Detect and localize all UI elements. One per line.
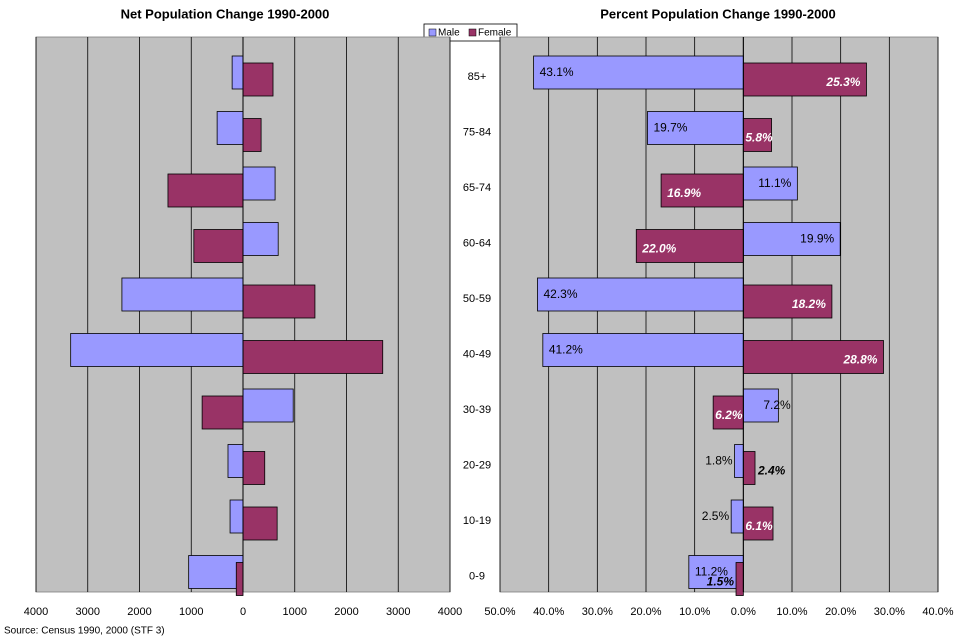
bar [688, 555, 744, 589]
data-label: 2.5% [702, 509, 730, 523]
data-label: 25.3% [825, 75, 860, 89]
bar [216, 111, 244, 145]
bar [742, 451, 756, 485]
x-tick-label: 1000 [283, 606, 307, 618]
x-tick-label: 4000 [24, 606, 48, 618]
x-tick-label: 2000 [334, 606, 358, 618]
chart-title: Net Population Change 1990-2000 [121, 6, 330, 21]
x-tick-label: 10.0% [776, 606, 807, 618]
category-label: 30-39 [463, 404, 491, 416]
bar [235, 562, 244, 596]
bar [242, 118, 262, 152]
data-label: 6.1% [745, 519, 773, 533]
bar [121, 277, 244, 312]
data-label: 42.3% [543, 287, 577, 301]
x-tick-label: 3000 [76, 606, 100, 618]
category-label: 75-84 [463, 126, 491, 138]
legend-swatch [468, 28, 477, 37]
category-label: 50-59 [463, 293, 491, 305]
source-note: Source: Census 1990, 2000 (STF 3) [4, 626, 165, 637]
bar [734, 444, 744, 478]
x-tick-label: 10.0% [679, 606, 710, 618]
bar [742, 222, 841, 256]
bar [242, 284, 316, 319]
category-label: 85+ [468, 71, 487, 83]
data-label: 22.0% [641, 242, 676, 256]
category-label: 10-19 [463, 515, 491, 527]
bar [231, 55, 244, 90]
data-label: 1.8% [705, 454, 733, 468]
bar [533, 55, 744, 90]
category-label: 40-49 [463, 348, 491, 360]
bar [201, 395, 244, 430]
data-label: 11.2% [695, 565, 728, 579]
data-label: 16.9% [667, 186, 701, 200]
bar [193, 229, 244, 263]
bar [742, 62, 867, 97]
data-label: 43.1% [540, 65, 574, 79]
bar [242, 166, 276, 201]
bar [242, 340, 384, 374]
chart-title: Percent Population Change 1990-2000 [600, 6, 836, 21]
x-tick-label: 0.0% [731, 606, 756, 618]
category-label: 20-29 [463, 459, 491, 471]
legend-label: Female [478, 28, 512, 39]
bar [242, 62, 274, 97]
data-label: 6.2% [715, 408, 743, 422]
bar [730, 499, 744, 534]
bar [229, 499, 244, 534]
x-tick-label: 4000 [438, 606, 462, 618]
category-label: 60-64 [463, 237, 491, 249]
bar [188, 555, 244, 589]
x-tick-label: 30.0% [582, 606, 613, 618]
bar [537, 277, 744, 312]
x-tick-label: 30.0% [874, 606, 905, 618]
data-label: 7.2% [763, 398, 791, 412]
data-label: 1.5% [707, 575, 735, 589]
x-tick-label: 40.0% [533, 606, 564, 618]
data-label: 2.4% [757, 464, 786, 478]
bar [742, 118, 772, 152]
data-label: 41.2% [549, 343, 583, 357]
data-label: 19.9% [800, 232, 834, 246]
legend-label: Male [438, 28, 460, 39]
x-tick-label: 3000 [386, 606, 410, 618]
bar [227, 444, 244, 478]
legend-swatch [428, 28, 437, 37]
bar [70, 333, 244, 367]
data-label: 28.8% [842, 353, 877, 367]
bar [242, 506, 278, 541]
x-tick-label: 40.0% [922, 606, 953, 618]
x-tick-label: 50.0% [484, 606, 515, 618]
bar [542, 333, 744, 367]
data-label: 19.7% [653, 121, 687, 135]
bar [242, 388, 294, 423]
bar [742, 388, 779, 423]
bar [167, 173, 244, 208]
x-tick-label: 1000 [179, 606, 203, 618]
bar [742, 284, 833, 319]
data-label: 18.2% [792, 297, 826, 311]
category-label: 65-74 [463, 182, 491, 194]
x-tick-label: 20.0% [630, 606, 661, 618]
x-tick-label: 2000 [127, 606, 151, 618]
x-tick-label: 20.0% [825, 606, 856, 618]
bar [742, 506, 774, 541]
data-label: 5.8% [745, 131, 773, 145]
bar [635, 229, 744, 263]
bar [735, 562, 744, 596]
bar [242, 451, 266, 485]
category-label: 0-9 [469, 570, 485, 582]
bar [660, 173, 744, 208]
data-label: 11.1% [758, 176, 791, 190]
bar [742, 166, 798, 201]
bar [647, 111, 744, 145]
x-tick-label: 0 [240, 606, 246, 618]
bar [242, 222, 279, 256]
